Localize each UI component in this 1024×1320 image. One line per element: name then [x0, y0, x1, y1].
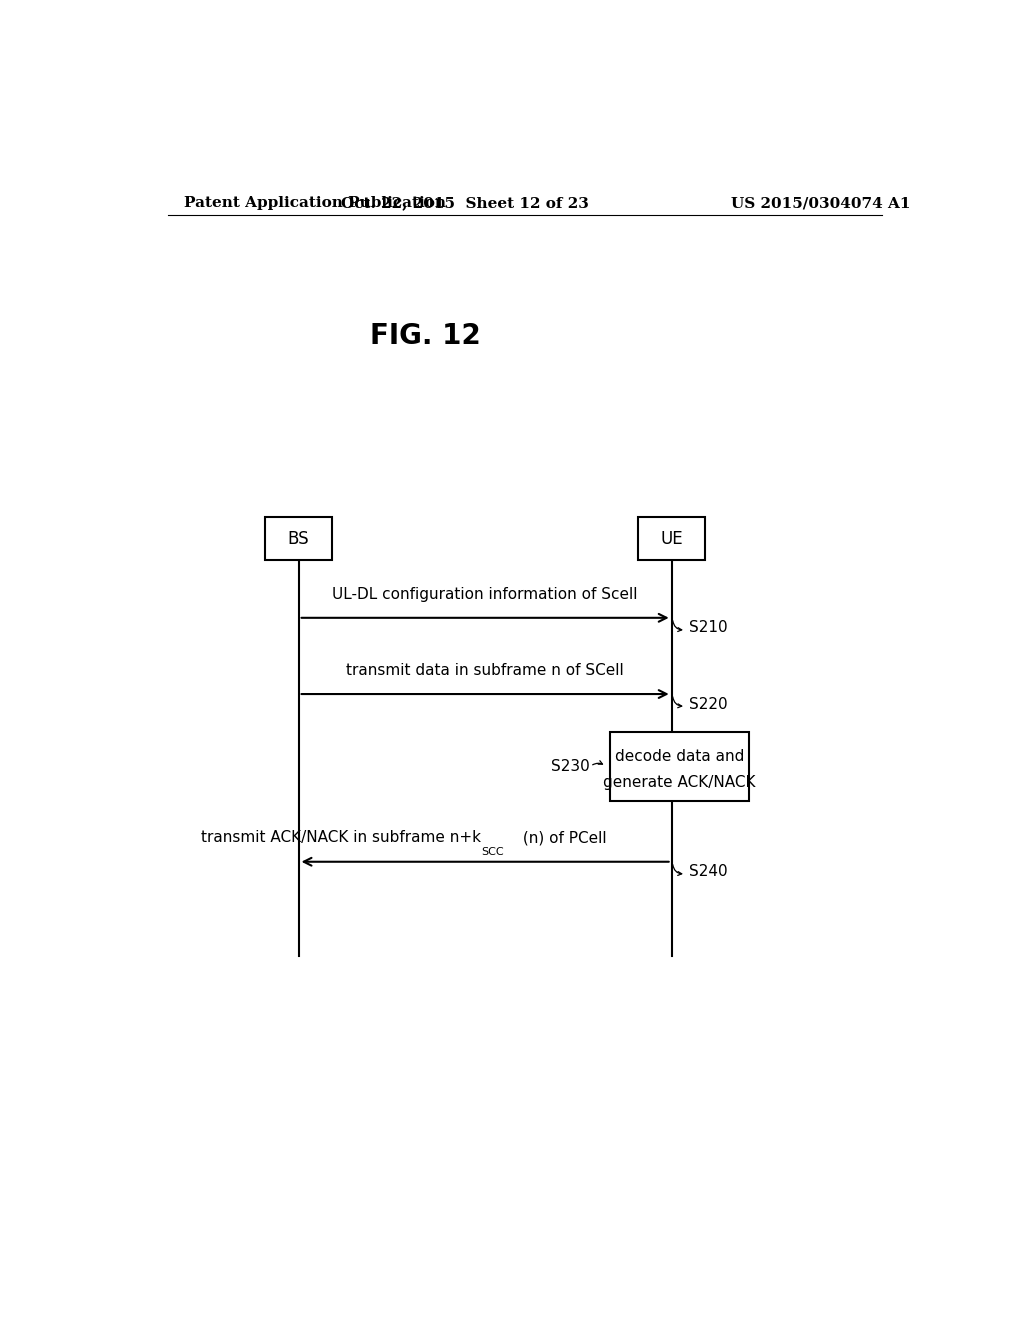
Text: Patent Application Publication: Patent Application Publication [183, 197, 445, 210]
Bar [265, 517, 333, 560]
Text: S230: S230 [551, 759, 590, 774]
Text: decode data and: decode data and [614, 748, 744, 763]
Text: transmit ACK/NACK in subframe n+k: transmit ACK/NACK in subframe n+k [201, 830, 481, 846]
Text: (n) of PCell: (n) of PCell [518, 830, 607, 846]
Text: S240: S240 [689, 865, 728, 879]
Text: S220: S220 [689, 697, 728, 711]
Bar [610, 731, 749, 801]
Text: Oct. 22, 2015  Sheet 12 of 23: Oct. 22, 2015 Sheet 12 of 23 [341, 197, 589, 210]
Text: SCC: SCC [481, 846, 504, 857]
Text: FIG. 12: FIG. 12 [371, 322, 481, 350]
Text: generate ACK/NACK: generate ACK/NACK [603, 775, 756, 789]
Bar [638, 517, 706, 560]
Text: S210: S210 [689, 620, 728, 635]
Text: UL-DL configuration information of Scell: UL-DL configuration information of Scell [333, 586, 638, 602]
Text: US 2015/0304074 A1: US 2015/0304074 A1 [731, 197, 910, 210]
Text: transmit data in subframe n of SCell: transmit data in subframe n of SCell [346, 663, 624, 677]
Text: UE: UE [660, 529, 683, 548]
Text: BS: BS [288, 529, 309, 548]
